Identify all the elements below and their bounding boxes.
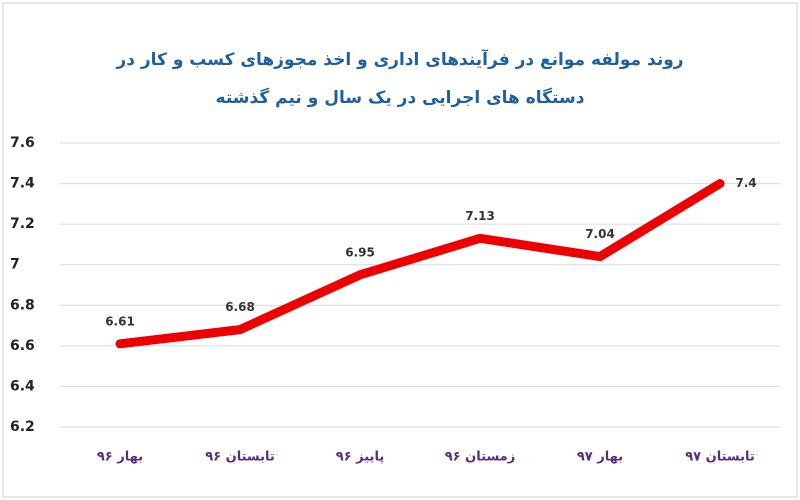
x-tick-label: بهار ۹۶ [97,450,143,465]
y-tick-label: 7.2 [10,216,35,232]
data-label: 7.13 [465,209,495,223]
x-tick-label: پاییز ۹۶ [336,450,384,465]
y-tick-label: 6.4 [10,378,35,394]
y-tick-label: 6.2 [10,419,35,435]
y-tick-label: 7.4 [10,176,35,192]
x-tick-label: تابستان ۹۷ [685,450,755,465]
chart-title: دستگاه های اجرایی در یک سال و نیم گذشته [216,87,585,108]
x-tick-label: تابستان ۹۶ [205,450,275,465]
data-line [115,179,725,349]
x-tick-label: بهار ۹۷ [577,450,623,465]
data-label: 7.4 [735,176,756,190]
y-tick-label: 6.6 [10,338,35,354]
data-label: 6.95 [345,245,375,259]
data-label: 7.04 [585,227,615,241]
y-tick-label: 7 [10,257,20,273]
y-tick-label: 7.6 [10,135,35,151]
data-label: 6.68 [225,300,255,314]
data-label: 6.61 [105,314,135,328]
chart-title: روند مولفه موانع در فرآیندهای اداری و اخ… [115,48,683,70]
y-tick-label: 6.8 [10,297,35,313]
x-tick-label: زمستان ۹۶ [445,450,515,465]
